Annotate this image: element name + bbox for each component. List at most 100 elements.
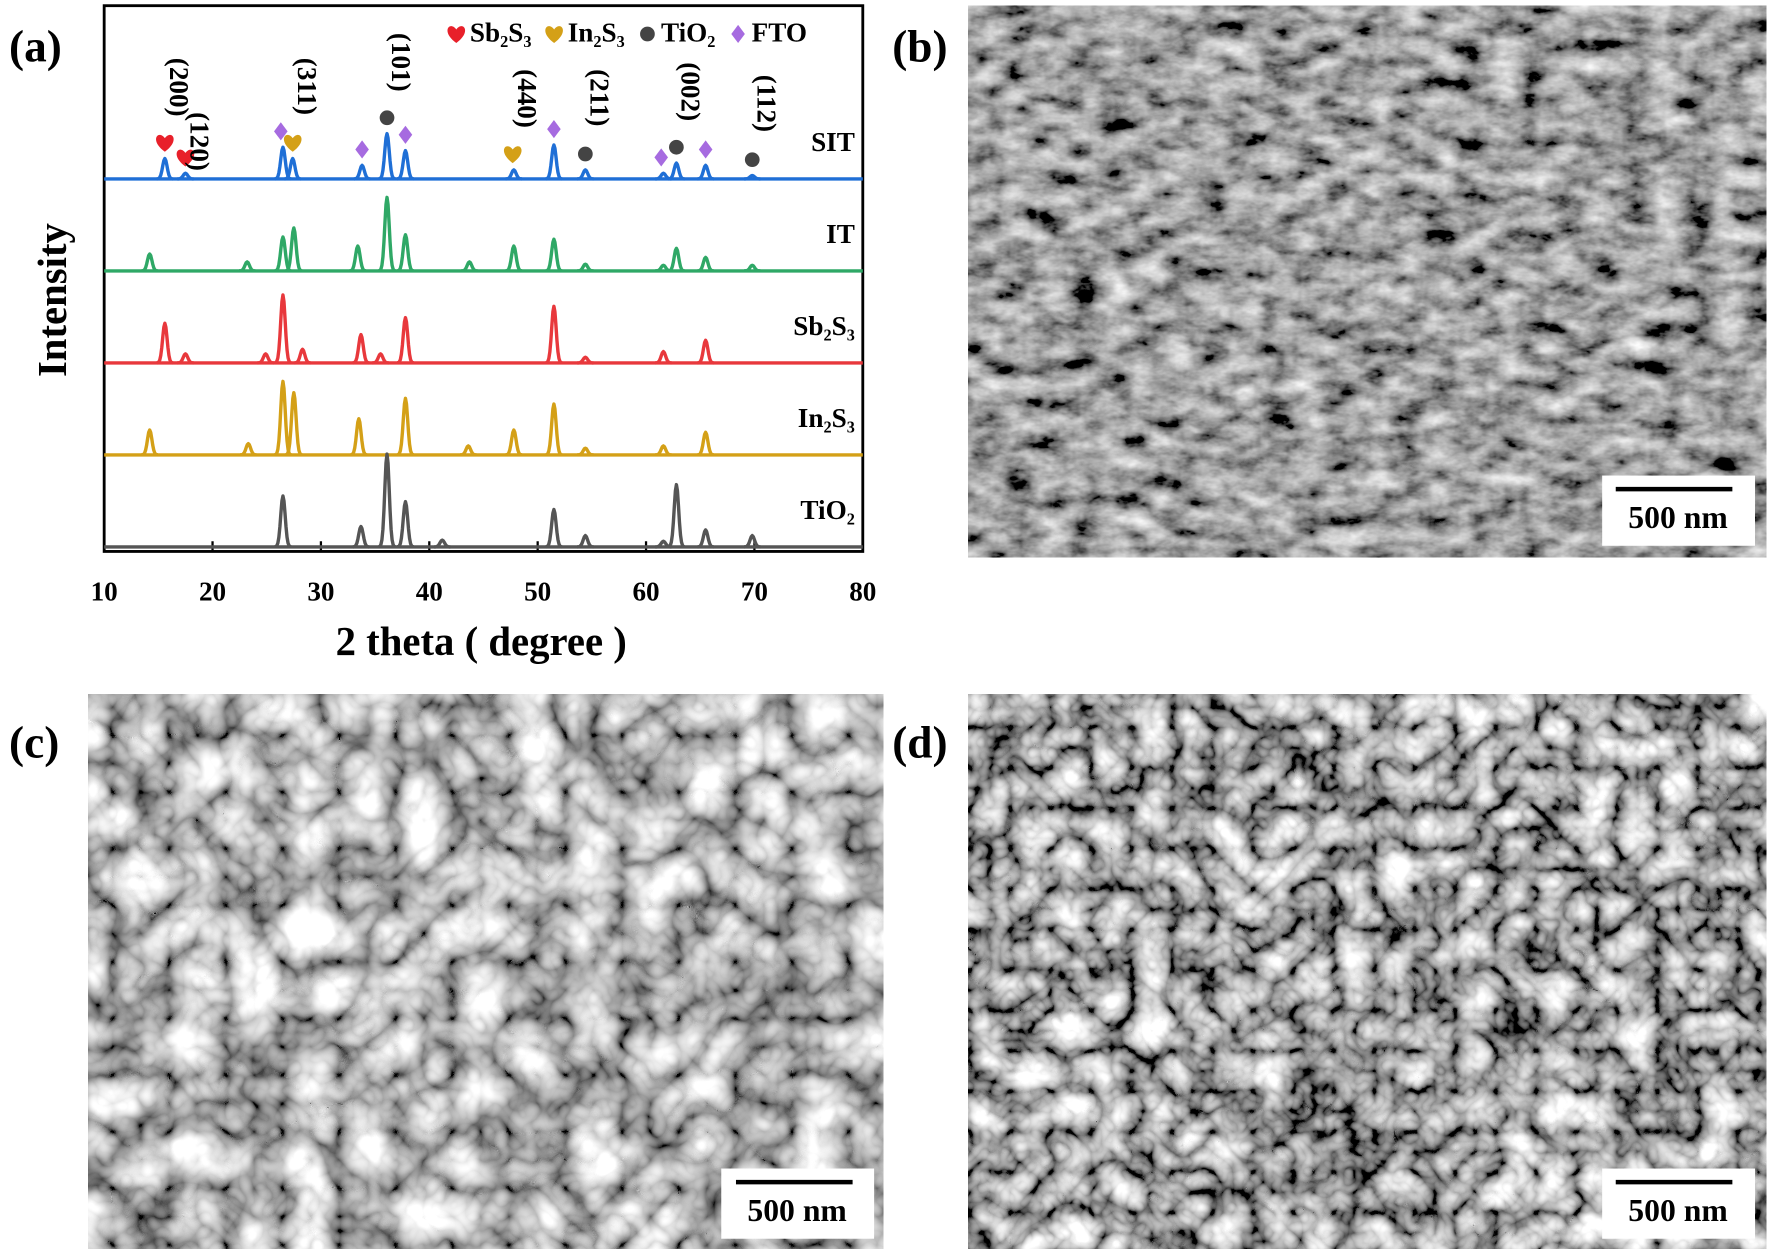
phase-marker <box>731 24 745 44</box>
sem-image <box>968 5 1767 558</box>
peak <box>239 441 258 457</box>
peak <box>396 233 415 273</box>
peak <box>396 148 415 181</box>
peak <box>545 402 563 457</box>
phase-marker <box>547 120 561 139</box>
peak <box>396 315 415 365</box>
legend-label: Sb₂S₃ <box>470 17 532 47</box>
peak-annotation: (120) <box>185 112 215 171</box>
peak <box>460 260 479 273</box>
panel-label: (a) <box>9 21 62 71</box>
peak <box>293 347 312 365</box>
phase-marker <box>176 149 195 167</box>
scale-bar-label: 500 nm <box>1628 1193 1727 1228</box>
legend-label: TiO₂ <box>661 17 715 47</box>
peak-annotation: (311) <box>292 58 322 115</box>
peak <box>743 533 762 549</box>
peak <box>378 195 396 273</box>
xrd-panel: (a) 2 theta ( degree ) Intensity 10 20 30 4… <box>9 4 876 664</box>
peak <box>576 262 595 273</box>
peak <box>352 524 370 549</box>
peak <box>667 482 686 549</box>
phase-marker <box>283 134 302 152</box>
series-label: IT <box>826 219 855 249</box>
peak <box>743 173 762 181</box>
peak-annotation: (200) <box>164 58 194 117</box>
series-label: SIT <box>811 127 855 157</box>
sem-panel-d: (d) 500 nm <box>892 694 1767 1249</box>
sem-panel-b: (b) 500 nm <box>892 5 1767 558</box>
phase-marker <box>379 110 395 126</box>
legend-label: FTO <box>752 17 807 47</box>
legend-label: In₂S₃ <box>568 17 625 47</box>
panel-label: (d) <box>892 718 947 768</box>
peak-annotation: (440) <box>512 69 542 128</box>
peak <box>504 428 523 457</box>
series-label: Sb₂S₃ <box>793 311 855 341</box>
peak <box>576 168 595 181</box>
peak <box>378 131 396 181</box>
peak <box>156 156 174 181</box>
peak <box>545 143 563 181</box>
peak <box>576 446 595 457</box>
x-tick-label: 80 <box>849 577 876 607</box>
peak <box>140 428 159 457</box>
panel-label: (c) <box>9 718 59 768</box>
plot-frame <box>102 4 865 553</box>
peak <box>283 156 302 181</box>
x-tick-label: 10 <box>91 577 118 607</box>
peak <box>696 255 715 273</box>
peak <box>667 161 686 181</box>
peak <box>348 244 367 273</box>
peak <box>576 533 595 549</box>
peak <box>256 352 275 365</box>
peak-annotation: (211) <box>584 69 614 126</box>
sem-image <box>968 694 1767 1249</box>
x-tick-label: 70 <box>741 577 768 607</box>
phase-marker <box>577 146 593 162</box>
panel-label: (b) <box>892 21 947 71</box>
sem-image <box>88 694 884 1249</box>
x-axis-label: 2 theta ( degree ) <box>336 619 627 664</box>
phase-marker <box>156 134 174 152</box>
phase-marker <box>744 152 760 168</box>
peak <box>654 444 673 457</box>
peak <box>545 507 563 549</box>
peak <box>459 444 478 457</box>
peak <box>667 246 686 273</box>
peak <box>284 226 303 273</box>
peak <box>696 163 715 181</box>
phase-marker <box>398 125 413 144</box>
scale-bar-label: 500 nm <box>747 1193 846 1228</box>
peak <box>743 263 762 273</box>
peak <box>545 304 563 365</box>
peak <box>176 352 195 365</box>
peak <box>349 417 368 457</box>
peak <box>654 349 673 365</box>
series-label: In₂S₃ <box>798 403 855 433</box>
phase-marker <box>654 148 669 167</box>
x-tick-label: 60 <box>632 577 659 607</box>
peak <box>504 168 523 181</box>
peak <box>176 171 195 181</box>
peak <box>696 528 715 549</box>
scale-bar-label: 500 nm <box>1628 500 1727 535</box>
phase-marker <box>447 26 466 44</box>
peak <box>352 332 370 365</box>
phase-marker <box>669 139 684 155</box>
x-tick-label: 40 <box>416 577 443 607</box>
phase-marker <box>640 26 655 42</box>
peak-annotation: (002) <box>675 62 705 121</box>
x-tick-label: 20 <box>199 577 226 607</box>
peak <box>274 293 292 365</box>
phase-marker <box>698 140 713 159</box>
peak <box>545 237 563 273</box>
phase-marker <box>503 146 522 164</box>
peak <box>274 494 292 549</box>
peak <box>576 355 595 365</box>
peak <box>433 538 452 549</box>
sem-panel-c: (c) 500 nm <box>9 694 884 1249</box>
peak <box>396 396 415 457</box>
peak-annotation: (112) <box>751 75 781 132</box>
peak <box>696 338 715 365</box>
